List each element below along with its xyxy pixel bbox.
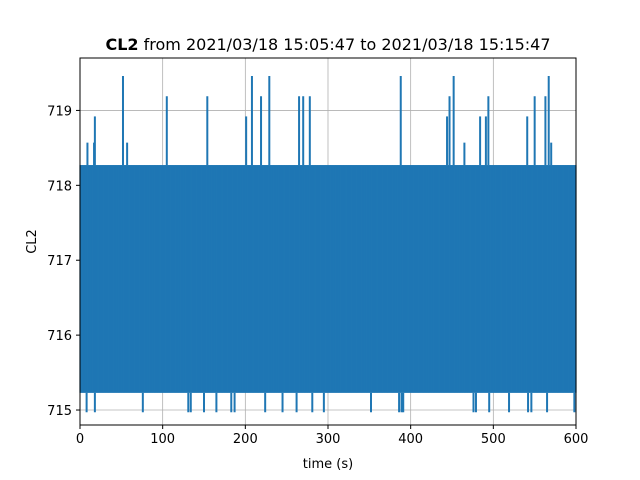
- chart-title-range: from 2021/03/18 15:05:47 to 2021/03/18 1…: [139, 35, 551, 54]
- x-axis-label: time (s): [303, 457, 353, 472]
- x-tick-label: 0: [76, 432, 84, 447]
- y-tick-label: 715: [47, 404, 72, 419]
- x-tick-label: 100: [150, 432, 175, 447]
- x-tick-label: 400: [398, 432, 423, 447]
- chart-title-variable: CL2: [105, 35, 138, 54]
- chart-title: CL2 from 2021/03/18 15:05:47 to 2021/03/…: [105, 35, 550, 54]
- x-tick-label: 200: [233, 432, 258, 447]
- y-tick-label: 719: [47, 104, 72, 119]
- y-axis-label: CL2: [25, 229, 40, 254]
- plot-area: [79, 75, 577, 413]
- x-tick-label: 500: [481, 432, 506, 447]
- x-tick-label: 600: [564, 432, 589, 447]
- y-tick-label: 717: [47, 254, 72, 269]
- y-tick-label: 718: [47, 179, 72, 194]
- x-axis: 0 100 200 300 400 500 600: [76, 425, 589, 447]
- y-tick-label: 716: [47, 329, 72, 344]
- x-tick-label: 300: [316, 432, 341, 447]
- y-axis: 715 716 717 718 719: [47, 104, 80, 419]
